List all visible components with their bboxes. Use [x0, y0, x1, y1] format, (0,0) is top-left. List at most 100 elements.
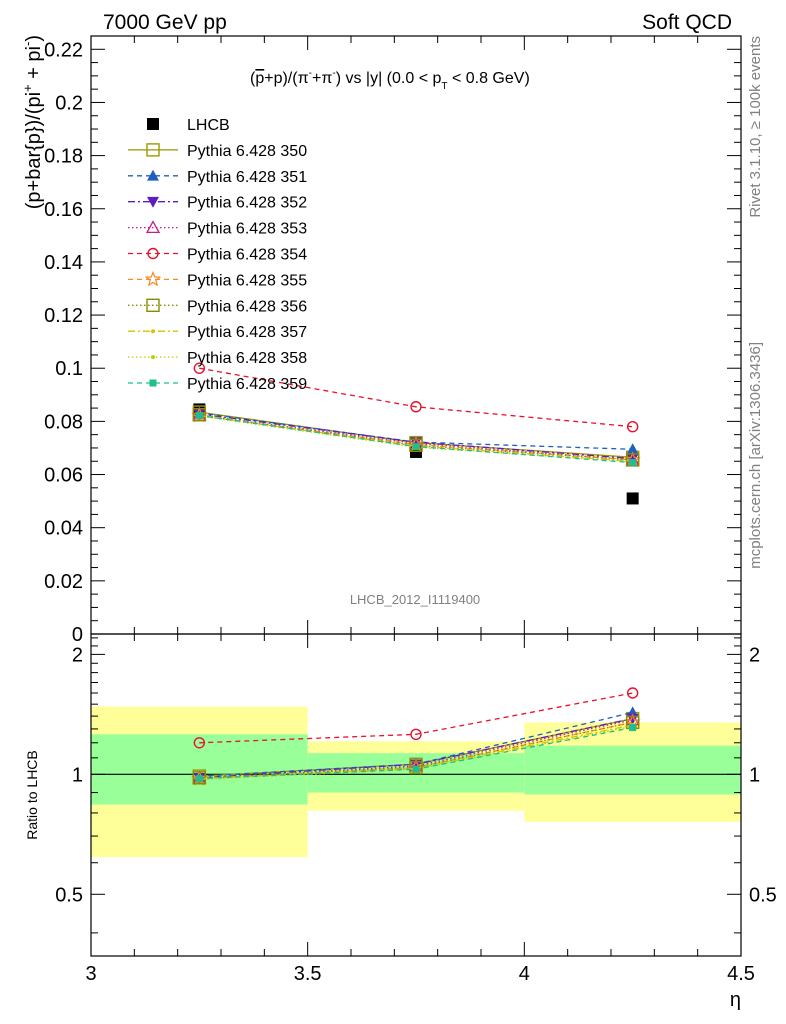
ratio-point	[629, 724, 637, 732]
analysis-id: LHCB_2012_I1119400	[350, 592, 480, 607]
upper-panel: 0 0.02 0.04 0.06 0.08 0.1 0.12 0.14 0.16 0.18 0.2 0…	[20, 35, 742, 646]
x-tick-label: 3.5	[294, 963, 322, 985]
data-point	[626, 492, 639, 505]
series-line	[199, 367, 633, 428]
data-point	[626, 443, 639, 455]
legend-entry: Pythia 6.428 351	[128, 169, 307, 186]
uncertainty-bands	[91, 706, 741, 858]
legend-entry: Pythia 6.428 356	[128, 298, 307, 315]
y-tick-label: 0.14	[44, 252, 83, 274]
data-point	[410, 437, 422, 449]
legend-marker	[147, 247, 159, 260]
y-tick-label: 0.06	[44, 465, 83, 487]
ratio-tick-label-right: 2	[749, 644, 760, 666]
legend-entry: Pythia 6.428 355	[128, 270, 307, 289]
y-tick-label: 0.2	[55, 92, 83, 114]
side-text-bottom: mcplots.cern.ch [arXiv:1306.3436]	[747, 342, 764, 569]
x-axis-label: η	[730, 989, 741, 1011]
ratio-axis-label: Ratio to LHCB	[24, 750, 40, 839]
legend-entry: Pythia 6.428 352	[128, 195, 307, 212]
x-tick-label: 3	[85, 963, 96, 985]
ratio-tick-label-right: 1	[749, 764, 760, 786]
ratio-point	[410, 728, 422, 741]
ratio-point	[195, 775, 203, 783]
data-point	[629, 459, 637, 467]
data-point	[410, 401, 422, 413]
y-tick-label: 0	[72, 624, 83, 646]
upper-series	[191, 362, 641, 505]
legend-entry: Pythia 6.428 359	[128, 376, 307, 393]
lower-ticks: 0.5 0.5 1 1 2 2 3 3.5 4 4.5	[55, 634, 777, 985]
legend-label: Pythia 6.428 353	[187, 221, 307, 238]
data-point	[626, 420, 639, 433]
series-line	[199, 414, 633, 462]
legend-marker	[147, 118, 159, 130]
legend-entry: LHCB	[147, 117, 230, 134]
ratio-series-pythia-6-428-359	[195, 724, 637, 783]
legend-label: Pythia 6.428 352	[187, 195, 307, 212]
legend-entry: Pythia 6.428 357	[128, 324, 307, 341]
upper-y-axis-label: (p+bar{p})/(pi+ + pi-)	[20, 35, 45, 209]
ratio-tick-label: 1	[72, 764, 83, 786]
legend-marker	[144, 270, 162, 287]
legend-label: Pythia 6.428 351	[187, 169, 307, 186]
y-tick-label: 0.12	[44, 305, 83, 327]
ratio-tick-label: 2	[72, 644, 83, 666]
series-line	[199, 413, 633, 460]
legend-entry: Pythia 6.428 350	[128, 143, 307, 160]
legend-entry: Pythia 6.428 358	[128, 350, 307, 367]
legend-marker	[147, 169, 159, 181]
ratio-point	[409, 760, 423, 775]
legend-marker	[151, 355, 155, 360]
y-tick-label: 0.22	[44, 39, 83, 61]
lower-frame	[90, 633, 742, 957]
data-point	[195, 412, 203, 420]
y-tick-label: 0.1	[55, 358, 83, 380]
y-tick-label: 0.04	[44, 518, 83, 540]
x-tick-label: 4	[519, 963, 530, 985]
x-tick-label: 4.5	[727, 963, 755, 985]
legend-label: Pythia 6.428 359	[187, 376, 307, 393]
y-tick-label: 0.16	[44, 199, 83, 221]
legend-marker	[146, 298, 160, 312]
legend-marker	[146, 143, 160, 157]
ratio-tick-label: 0.5	[55, 884, 83, 906]
legend-label: Pythia 6.428 358	[187, 350, 307, 367]
side-text-top: Rivet 3.1.10, ≥ 100k events	[747, 36, 764, 218]
ratio-line	[199, 692, 633, 744]
legend-marker	[145, 220, 161, 234]
legend-entry: Pythia 6.428 354	[128, 247, 307, 264]
legend-label: Pythia 6.428 350	[187, 143, 307, 160]
series-line	[199, 414, 633, 461]
data-point	[193, 362, 206, 374]
series-lhcb	[193, 403, 639, 505]
y-tick-label: 0.18	[44, 146, 83, 168]
inner-uncertainty-band	[524, 745, 741, 795]
legend-marker	[147, 196, 159, 208]
ratio-tick-label-right: 0.5	[749, 884, 777, 906]
legend-label: Pythia 6.428 355	[187, 272, 307, 289]
legend-label: Pythia 6.428 356	[187, 298, 307, 315]
lower-series	[191, 687, 641, 786]
y-tick-label: 0.02	[44, 571, 83, 593]
upper-ticks: 0 0.02 0.04 0.06 0.08 0.1 0.12 0.14 0.16 0.18 0.2 0…	[44, 36, 742, 646]
ratio-series-pythia-6-428-354	[193, 687, 639, 749]
header-left: 7000 GeV pp	[103, 11, 227, 34]
ratio-line	[199, 717, 633, 779]
ratio-point	[412, 765, 420, 773]
ratio-point	[193, 737, 206, 749]
data-point	[192, 408, 207, 422]
lower-panel: 0.5 0.5 1 1 2 2 3 3.5 4 4.5 Ratio to LHCB η	[24, 633, 777, 1011]
legend-label: Pythia 6.428 357	[187, 324, 307, 341]
legend-marker	[151, 329, 155, 334]
series-pythia-6-428-359	[195, 412, 637, 467]
ratio-point	[626, 687, 639, 699]
legend: LHCB Pythia 6.428 350 Pythia 6.428 351 Pyth…	[128, 117, 307, 393]
series-pythia-6-428-354	[193, 362, 639, 433]
main-title: (p+p)/(π-+π-) vs |y| (0.0 < pT < 0.8 GeV…	[250, 68, 530, 92]
header-right: Soft QCD	[642, 11, 732, 34]
data-point	[412, 443, 420, 451]
legend-label: LHCB	[187, 117, 230, 134]
legend-label: Pythia 6.428 354	[187, 247, 307, 264]
